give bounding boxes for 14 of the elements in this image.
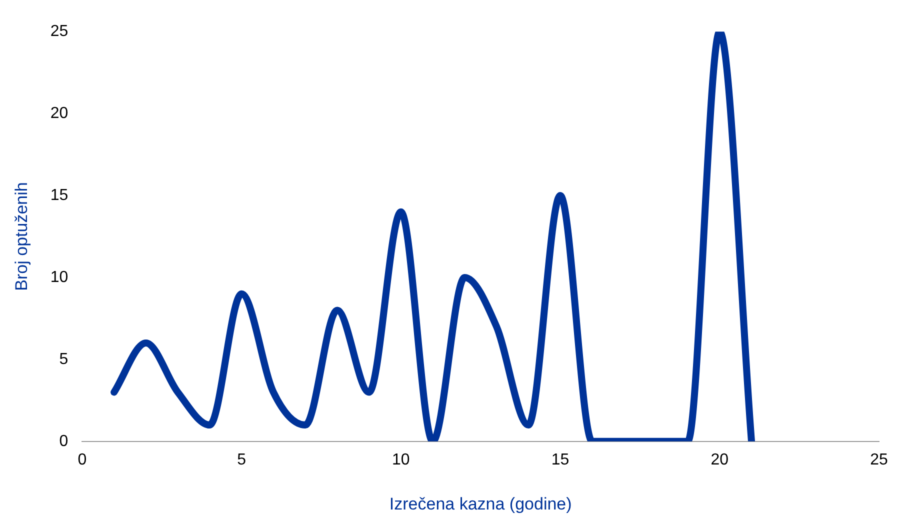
x-tick-label: 10: [392, 451, 410, 468]
y-tick-label: 0: [59, 432, 68, 450]
y-axis-title: Broj optuženih: [12, 182, 31, 291]
x-axis-title: Izrečena kazna (godine): [389, 494, 572, 514]
x-tick-label: 0: [78, 451, 87, 468]
x-tick-label: 15: [551, 451, 570, 468]
x-tick-label: 5: [237, 451, 246, 468]
x-tick-label: 20: [710, 451, 729, 468]
y-tick-label: 15: [50, 186, 68, 204]
y-tick-label: 5: [59, 350, 68, 368]
y-tick-label: 20: [50, 104, 68, 122]
y-tick-label: 25: [50, 23, 68, 40]
x-tick-label: 25: [870, 451, 888, 468]
y-tick-label: 10: [50, 268, 68, 286]
